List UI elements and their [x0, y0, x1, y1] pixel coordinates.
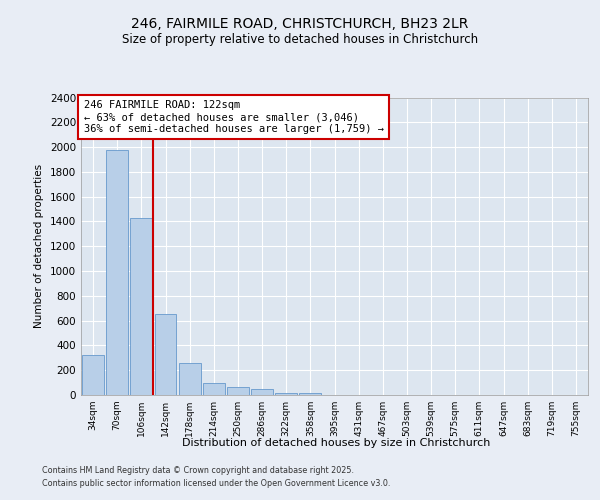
Bar: [82, 356, 104, 395]
Text: Contains HM Land Registry data © Crown copyright and database right 2025.: Contains HM Land Registry data © Crown c…: [42, 466, 354, 475]
Text: Distribution of detached houses by size in Christchurch: Distribution of detached houses by size …: [182, 438, 490, 448]
Bar: [275, 392, 297, 395]
Text: Contains public sector information licensed under the Open Government Licence v3: Contains public sector information licen…: [42, 478, 391, 488]
Text: 246, FAIRMILE ROAD, CHRISTCHURCH, BH23 2LR: 246, FAIRMILE ROAD, CHRISTCHURCH, BH23 2…: [131, 18, 469, 32]
Y-axis label: Number of detached properties: Number of detached properties: [34, 164, 44, 328]
Bar: [299, 392, 321, 395]
Bar: [251, 390, 273, 395]
Bar: [179, 363, 200, 395]
Text: Size of property relative to detached houses in Christchurch: Size of property relative to detached ho…: [122, 32, 478, 46]
Bar: [130, 218, 152, 395]
Text: 246 FAIRMILE ROAD: 122sqm
← 63% of detached houses are smaller (3,046)
36% of se: 246 FAIRMILE ROAD: 122sqm ← 63% of detac…: [83, 100, 383, 134]
Bar: [155, 314, 176, 395]
Bar: [203, 382, 224, 395]
Bar: [227, 387, 249, 395]
Bar: [106, 150, 128, 395]
